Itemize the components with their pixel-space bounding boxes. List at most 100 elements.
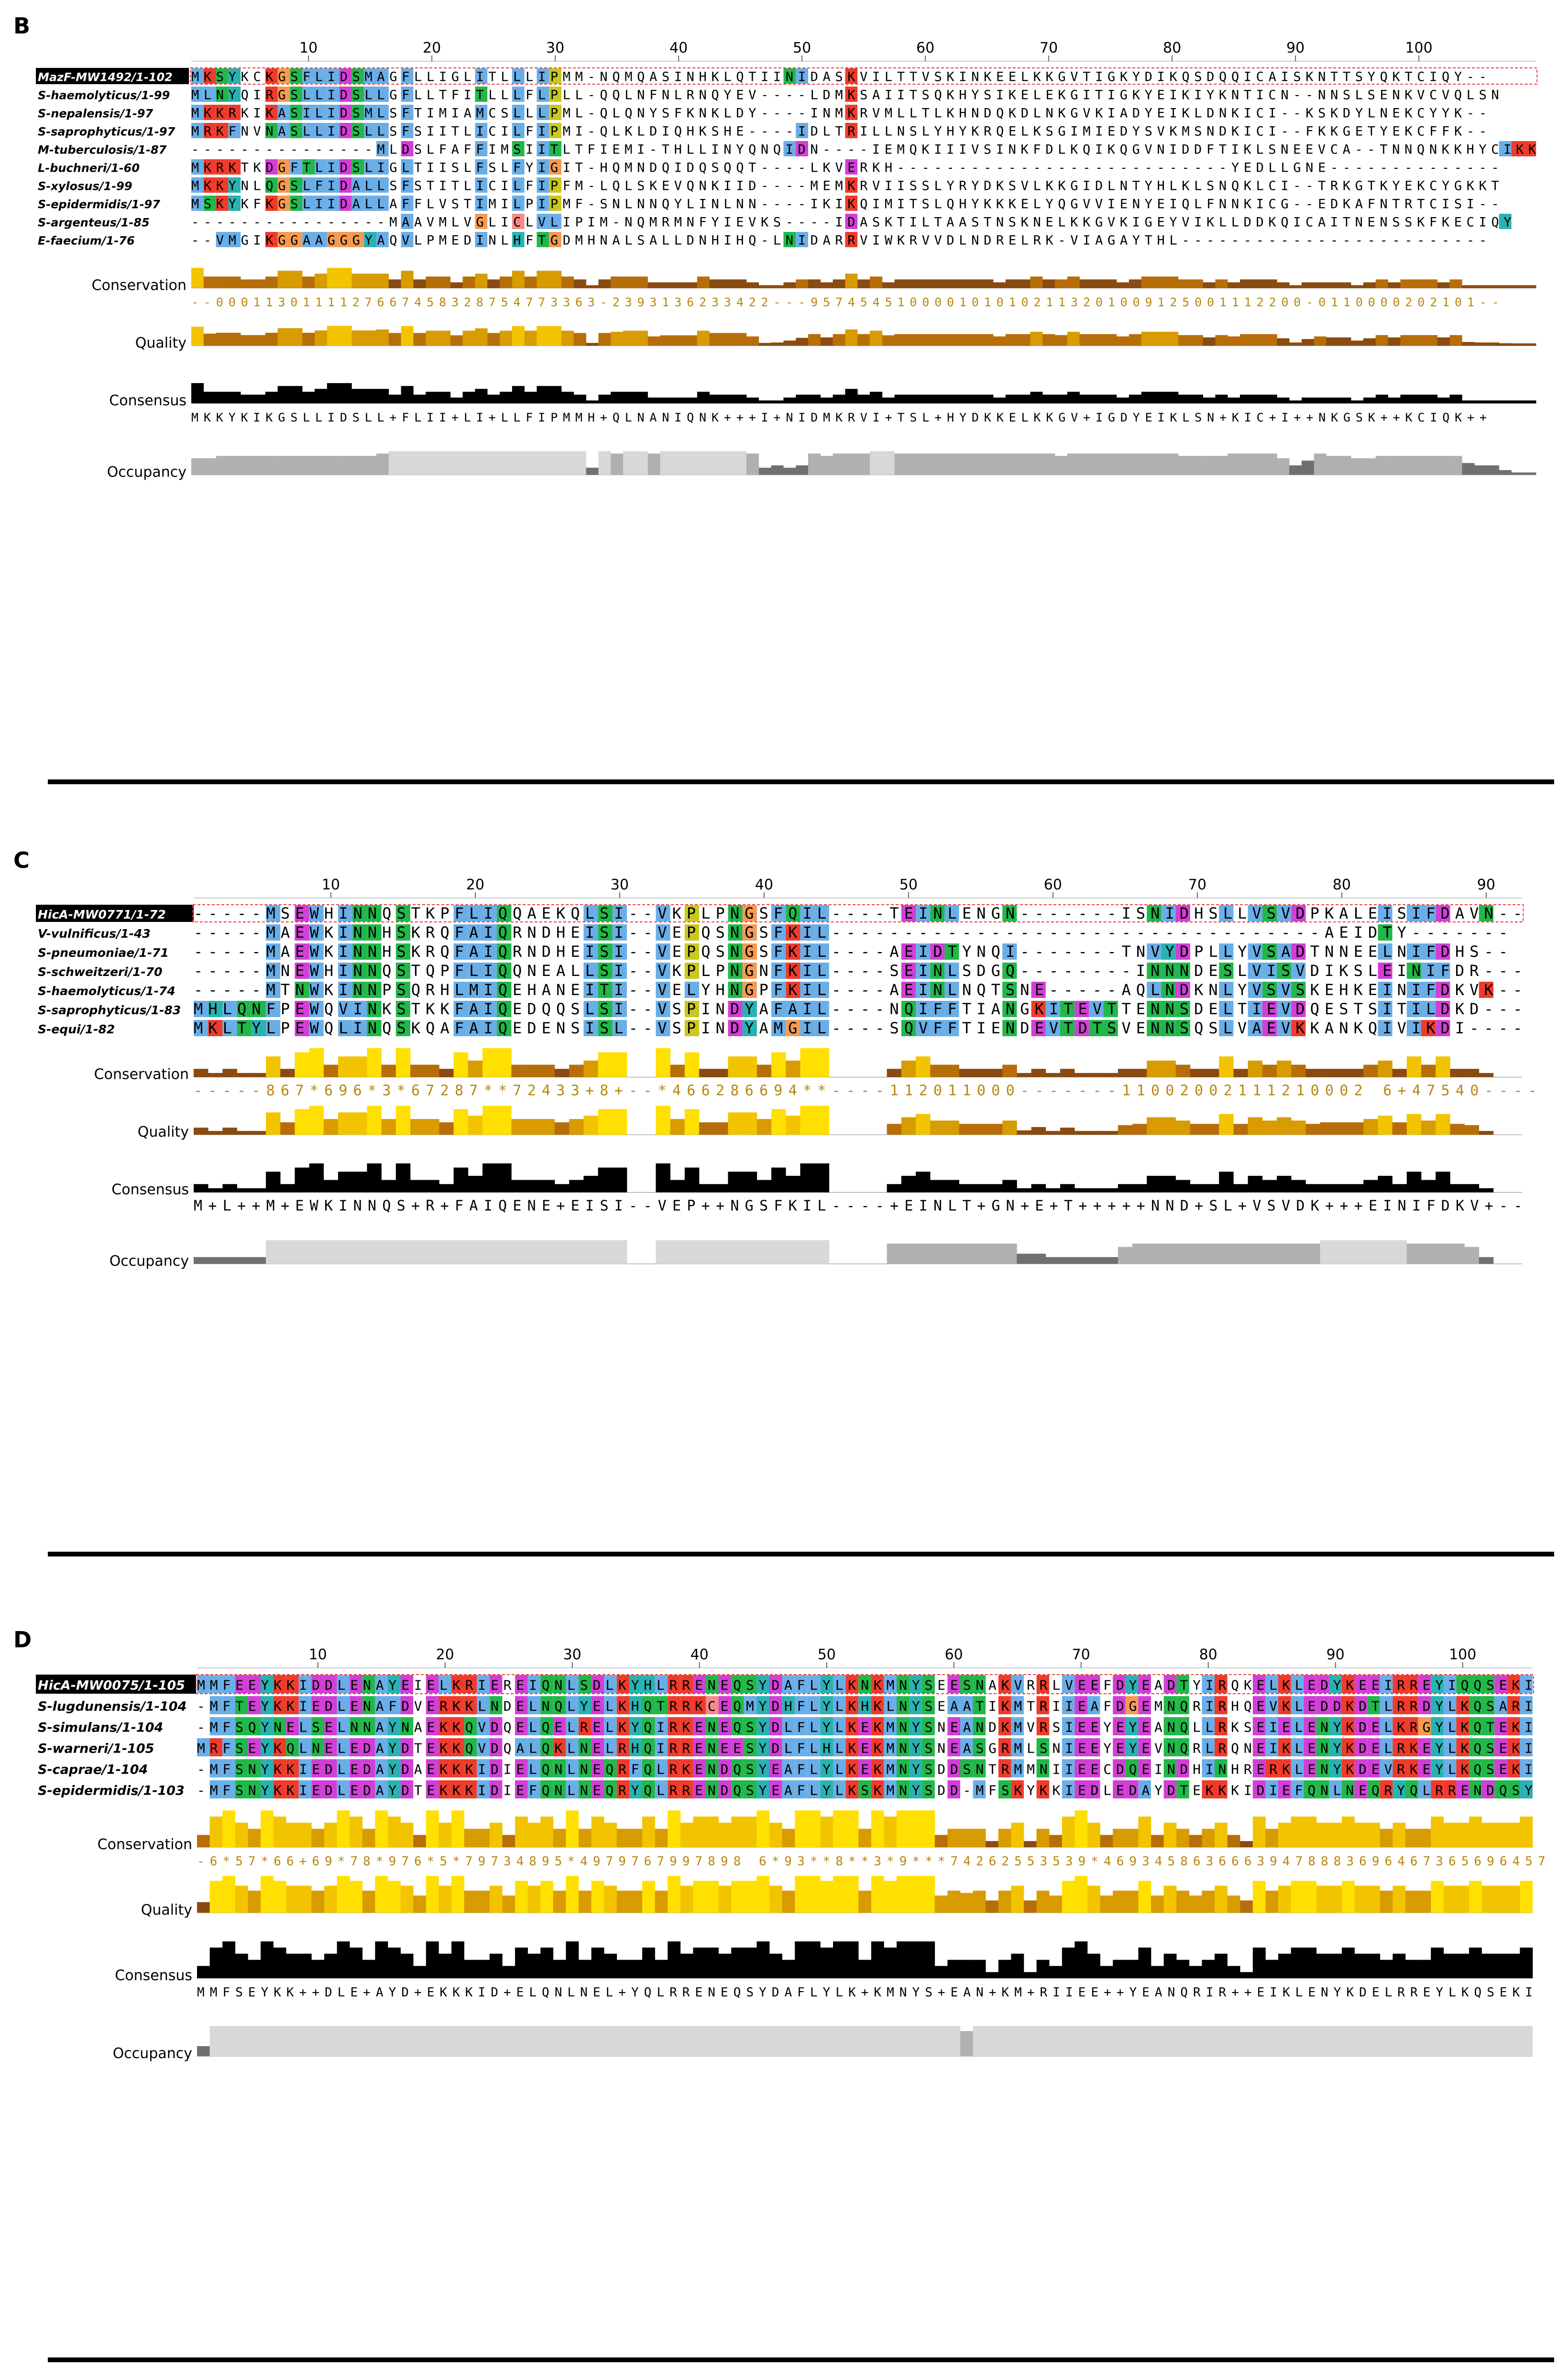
consensus-bar: [1036, 1960, 1050, 1978]
residue-color-cell: [1316, 1675, 1329, 1693]
residue-color-cell: [228, 105, 241, 120]
occupancy-bar: [439, 2026, 452, 2056]
residue-color-cell: [298, 1780, 312, 1798]
consensus-bar: [858, 1960, 872, 1978]
occupancy-bar: [261, 2026, 274, 2056]
occupancy-bar: [1175, 1243, 1191, 1264]
residue-color-cell: [656, 924, 670, 941]
consensus-bar: [1228, 397, 1240, 404]
quality-bar: [511, 1119, 526, 1135]
occupancy-bar: [1265, 2026, 1279, 2056]
conservation-bar: [943, 279, 956, 288]
occupancy-bar: [1030, 453, 1043, 475]
residue-color-cell: [540, 1717, 553, 1735]
conservation-bar: [1349, 1069, 1364, 1077]
residue-color-cell: [1163, 1675, 1177, 1693]
residue-color-cell: [1113, 1738, 1126, 1756]
occupancy-bar: [672, 451, 685, 475]
residue-color-cell: [464, 1717, 477, 1735]
conservation-bar: [1380, 1829, 1393, 1847]
residue-color-cell: [884, 1717, 897, 1735]
residue-color-cell: [527, 1675, 541, 1693]
occupancy-bar: [1437, 456, 1450, 475]
residue-color-cell: [1378, 924, 1393, 941]
occupancy-bar: [1421, 1243, 1436, 1264]
residue-color-cell: [680, 1738, 693, 1756]
quality-bar: [497, 1106, 512, 1135]
residue-color-cell: [489, 1780, 503, 1798]
residue-color-cell: [786, 924, 800, 941]
residue-color-cell: [786, 943, 800, 960]
occupancy-bar: [1342, 2026, 1355, 2056]
residue-color-cell: [684, 943, 699, 960]
residue-color-cell: [1075, 1020, 1089, 1036]
residue-color-cell: [315, 68, 327, 84]
conservation-bar: [722, 279, 735, 288]
quality-bar: [401, 326, 414, 346]
residue-color-cell: [350, 1696, 362, 1714]
residue-color-cell: [537, 87, 549, 102]
consensus-bar: [1320, 1184, 1335, 1193]
consensus-bar: [222, 1184, 237, 1193]
consensus-bar: [1354, 1953, 1368, 1978]
conservation-bar: [742, 1056, 757, 1077]
residue-color-cell: [261, 1759, 274, 1777]
residue-color-cell: [475, 177, 488, 193]
sequence-name: S-caprae/1-104: [38, 1763, 148, 1777]
occupancy-bar: [1138, 2026, 1151, 2056]
occupancy-bar: [1262, 1243, 1277, 1264]
consensus-bar: [693, 1947, 706, 1978]
conservation-bar: [1079, 279, 1092, 288]
conservation-bar: [1092, 279, 1105, 288]
residue-color-cell: [591, 1780, 604, 1798]
conservation-bar: [500, 276, 513, 288]
conservation-bar: [1351, 285, 1364, 288]
conservation-bar: [699, 1069, 714, 1077]
residue-color-cell: [1252, 1738, 1266, 1756]
quality-bar: [1141, 331, 1154, 346]
quality-bar: [323, 1119, 339, 1135]
residue-color-cell: [1262, 1020, 1277, 1036]
residue-color-cell: [655, 1780, 668, 1798]
residue-color-cell: [540, 1675, 553, 1693]
residue-color-cell: [1378, 982, 1393, 998]
residue-color-cell: [248, 1696, 261, 1714]
residue-color-cell: [1406, 1001, 1421, 1017]
occupancy-bar: [561, 451, 574, 475]
conservation-bar: [376, 274, 389, 288]
conservation-bar: [413, 279, 426, 288]
residue-color-cell: [1367, 1780, 1380, 1798]
consensus-bar: [1425, 395, 1438, 404]
occupancy-bar: [655, 2026, 668, 2056]
residue-color-cell: [1316, 1696, 1329, 1714]
residue-color-cell: [482, 982, 497, 998]
residue-color-cell: [228, 177, 241, 193]
consensus-bar: [261, 1941, 274, 1978]
quality-bar: [583, 1116, 598, 1135]
conservation-bar: [1524, 285, 1536, 288]
quality-bar: [882, 335, 895, 346]
residue-color-cell: [298, 1696, 312, 1714]
residue-color-cell: [1367, 1717, 1380, 1735]
residue-color-cell: [216, 105, 229, 120]
residue-color-cell: [1161, 1001, 1176, 1017]
residue-color-cell: [629, 1780, 642, 1798]
residue-color-cell: [684, 1001, 699, 1017]
conservation-bar: [265, 276, 278, 288]
residue-color-cell: [769, 1696, 782, 1714]
conservation-bar: [253, 279, 266, 288]
residue-color-cell: [362, 1738, 375, 1756]
residue-color-cell: [497, 924, 512, 941]
consensus-bar: [1002, 1180, 1017, 1193]
conservation-bar: [468, 1060, 483, 1077]
residue-color-cell: [1520, 1738, 1533, 1756]
residue-color-cell: [820, 1696, 833, 1714]
conservation-bar: [1147, 1060, 1162, 1077]
panel-separator: [48, 1552, 1554, 1556]
quality-bar: [1075, 1131, 1089, 1135]
conservation-bar: [1437, 282, 1450, 288]
residue-color-cell: [598, 1020, 613, 1036]
consensus-bar: [909, 1941, 922, 1978]
quality-bar: [453, 1109, 469, 1135]
occupancy-bar: [1431, 2026, 1444, 2056]
